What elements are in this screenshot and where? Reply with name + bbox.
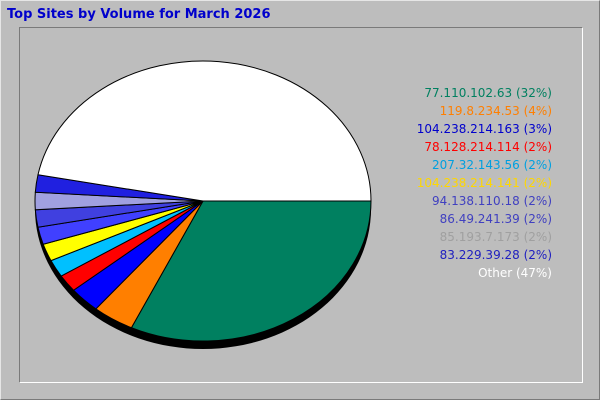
legend-entry-4: 207.32.143.56 (2%) [417, 156, 552, 174]
legend-label: 104.238.214.141 [416, 176, 520, 190]
legend-entry-5: 104.238.214.141 (2%) [417, 174, 552, 192]
legend-entry-3: 78.128.214.114 (2%) [417, 138, 552, 156]
legend-entry-0: 77.110.102.63 (32%) [417, 84, 552, 102]
legend-percent: (2%) [519, 176, 552, 190]
legend-percent: (2%) [519, 230, 552, 244]
legend-label: 119.8.234.53 [439, 104, 520, 118]
pie-slice-10 [37, 60, 372, 202]
chart-title: Top Sites by Volume for March 2026 [7, 7, 271, 22]
legend-percent: (2%) [519, 212, 552, 226]
legend-percent: (2%) [519, 248, 552, 262]
legend-entry-2: 104.238.214.163 (3%) [417, 120, 552, 138]
legend-percent: (2%) [519, 194, 552, 208]
legend-entry-6: 94.138.110.18 (2%) [417, 192, 552, 210]
legend-label: 86.49.241.39 [439, 212, 520, 226]
legend-label: 85.193.7.173 [439, 230, 520, 244]
legend-percent: (47%) [512, 266, 552, 280]
legend-percent: (2%) [519, 158, 552, 172]
legend-entry-8: 85.193.7.173 (2%) [417, 228, 552, 246]
chart-panel: 77.110.102.63 (32%) 119.8.234.53 (4%) 104.… [19, 27, 583, 383]
legend-percent: (32%) [512, 86, 552, 100]
pie-chart [34, 60, 372, 349]
legend-entry-10: Other (47%) [417, 264, 552, 282]
legend-label: Other [478, 266, 513, 280]
pie-slice-0 [130, 200, 372, 342]
legend: 77.110.102.63 (32%) 119.8.234.53 (4%) 104.… [417, 84, 552, 282]
legend-label: 83.229.39.28 [439, 248, 520, 262]
legend-entry-1: 119.8.234.53 (4%) [417, 102, 552, 120]
legend-label: 78.128.214.114 [424, 140, 520, 154]
legend-label: 104.238.214.163 [416, 122, 520, 136]
legend-entry-7: 86.49.241.39 (2%) [417, 210, 552, 228]
legend-label: 77.110.102.63 [424, 86, 513, 100]
legend-percent: (2%) [519, 140, 552, 154]
legend-label: 94.138.110.18 [431, 194, 520, 208]
legend-label: 207.32.143.56 [431, 158, 520, 172]
legend-entry-9: 83.229.39.28 (2%) [417, 246, 552, 264]
legend-percent: (4%) [519, 104, 552, 118]
legend-percent: (3%) [519, 122, 552, 136]
